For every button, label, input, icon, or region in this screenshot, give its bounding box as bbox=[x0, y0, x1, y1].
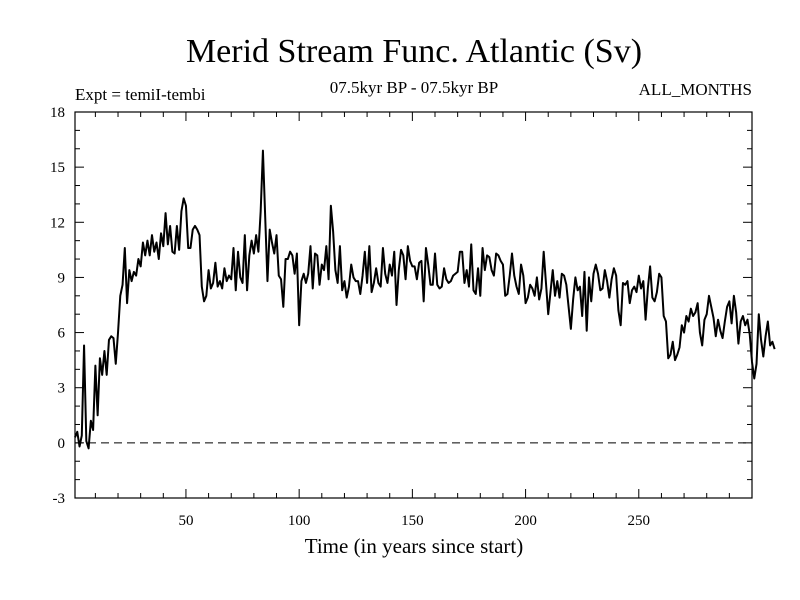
months-label: ALL_MONTHS bbox=[639, 80, 752, 99]
x-axis-label: Time (in years since start) bbox=[305, 534, 524, 558]
x-tick-label: 100 bbox=[288, 513, 311, 529]
x-tick-label: 150 bbox=[401, 513, 424, 529]
x-tick-label: 50 bbox=[178, 513, 193, 529]
axis-ticks bbox=[75, 111, 753, 499]
y-tick-label: -3 bbox=[53, 491, 66, 507]
chart-title: Merid Stream Func. Atlantic (Sv) bbox=[186, 33, 642, 70]
x-tick-label: 200 bbox=[514, 513, 537, 529]
y-tick-label: 9 bbox=[58, 270, 66, 286]
period-label: 07.5kyr BP - 07.5kyr BP bbox=[330, 78, 498, 97]
tick-labels: 50 100 150 200 250 -3 0 3 6 9 12 15 18 bbox=[50, 105, 650, 529]
series-line bbox=[74, 149, 776, 450]
y-tick-label: 18 bbox=[50, 105, 65, 121]
y-tick-label: 12 bbox=[50, 215, 65, 231]
y-tick-label: 0 bbox=[58, 436, 66, 452]
experiment-label: Expt = temiI-tembi bbox=[75, 85, 206, 104]
x-tick-label: 250 bbox=[628, 513, 651, 529]
plot-frame bbox=[74, 111, 753, 499]
y-tick-label: 3 bbox=[58, 381, 66, 397]
y-tick-label: 15 bbox=[50, 160, 65, 176]
y-tick-label: 6 bbox=[58, 326, 66, 342]
